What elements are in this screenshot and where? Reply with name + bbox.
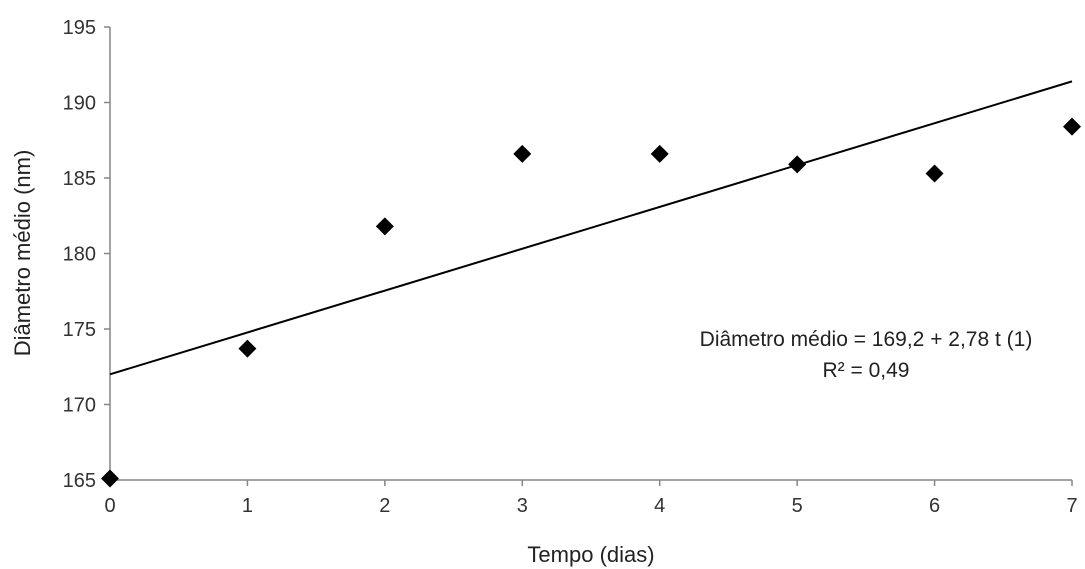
x-tick-label: 6: [929, 495, 940, 517]
trendline-equation: Diâmetro médio = 169,2 + 2,78 t (1): [700, 328, 1033, 351]
x-tick-label: 5: [792, 495, 803, 517]
x-tick-label: 2: [379, 495, 390, 517]
axes: [109, 27, 1072, 481]
x-tick-label: 0: [104, 495, 115, 517]
y-tick-label: 185: [63, 168, 96, 190]
data-points: [101, 117, 1081, 488]
x-ticks: 0 1 2 3 4 5 6 7: [104, 480, 1078, 517]
y-tick-label: 175: [63, 319, 96, 341]
data-point: [238, 339, 257, 358]
y-tick-label: 170: [63, 395, 96, 417]
data-point: [1063, 117, 1081, 136]
x-tick-label: 3: [517, 495, 528, 517]
y-tick-label: 195: [63, 17, 96, 39]
y-axis-title: Diâmetro médio (nm): [10, 150, 35, 357]
x-tick-label: 7: [1066, 495, 1077, 517]
data-point: [101, 469, 119, 488]
trendline-group: [109, 80, 1073, 376]
trendline: [109, 80, 1073, 376]
x-tick-label: 1: [242, 495, 253, 517]
y-ticks: 165 170 175 180 185 190 195: [63, 17, 110, 492]
data-point: [650, 144, 669, 163]
data-point: [788, 155, 807, 174]
y-tick-label: 180: [63, 244, 96, 266]
data-point: [925, 164, 944, 183]
x-axis-title: Tempo (dias): [527, 542, 654, 567]
x-tick-label: 4: [654, 495, 665, 517]
data-point: [375, 217, 394, 236]
r-squared-label: R² = 0,49: [823, 359, 910, 382]
y-tick-label: 165: [63, 470, 96, 492]
y-tick-label: 190: [63, 93, 96, 115]
data-point: [513, 144, 532, 163]
